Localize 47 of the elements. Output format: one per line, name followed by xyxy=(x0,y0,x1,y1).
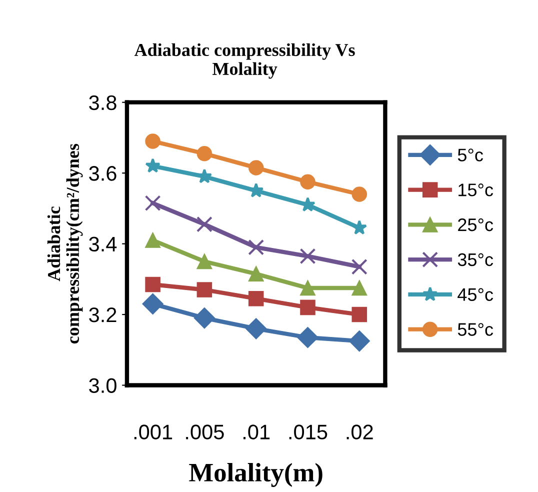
point xyxy=(145,232,160,248)
point xyxy=(196,146,212,162)
legend-label: 55°c xyxy=(458,323,494,336)
point xyxy=(194,308,215,329)
point xyxy=(196,254,212,270)
y-axis-title: Adiabatic compressibility(cm²/dynes xyxy=(47,144,83,344)
point xyxy=(196,282,212,298)
y-tick-label: 3.2 xyxy=(89,308,116,322)
point xyxy=(248,266,264,282)
chart-title: Adiabatic compressibility Vs Molality xyxy=(134,43,355,79)
point xyxy=(300,248,316,264)
legend-label: 25°c xyxy=(458,218,494,232)
point xyxy=(246,318,267,340)
point xyxy=(352,220,368,235)
point xyxy=(248,239,264,256)
point xyxy=(300,300,316,316)
point xyxy=(145,276,160,292)
point xyxy=(352,306,368,322)
x-tick-label: .015 xyxy=(289,424,328,440)
y-tick-label: 3.6 xyxy=(89,166,116,181)
point xyxy=(145,158,160,173)
point xyxy=(351,258,368,275)
point xyxy=(248,160,264,176)
point xyxy=(300,280,316,296)
x-axis-title: Molality(m) xyxy=(189,462,322,487)
point xyxy=(142,293,164,314)
x-tick-label: .001 xyxy=(134,424,172,440)
legend-label: 5°c xyxy=(458,148,483,162)
point xyxy=(145,134,160,149)
y-tick-label: 3.8 xyxy=(89,95,116,110)
legend-label: 15°c xyxy=(458,184,494,196)
point xyxy=(248,290,264,306)
point xyxy=(297,326,318,348)
x-tick-label: .02 xyxy=(346,424,373,440)
point xyxy=(196,168,212,184)
legend-label: 35°c xyxy=(458,253,494,266)
point xyxy=(348,330,370,352)
point xyxy=(352,186,368,202)
point xyxy=(144,195,161,212)
point xyxy=(196,216,212,232)
y-tick-label: 3.0 xyxy=(89,378,116,393)
legend-label: 45°c xyxy=(458,288,494,301)
point xyxy=(300,174,316,190)
x-tick-label: .005 xyxy=(186,424,224,440)
point xyxy=(352,280,368,296)
x-tick-label: .01 xyxy=(244,424,270,440)
y-tick-label: 3.4 xyxy=(89,236,117,252)
